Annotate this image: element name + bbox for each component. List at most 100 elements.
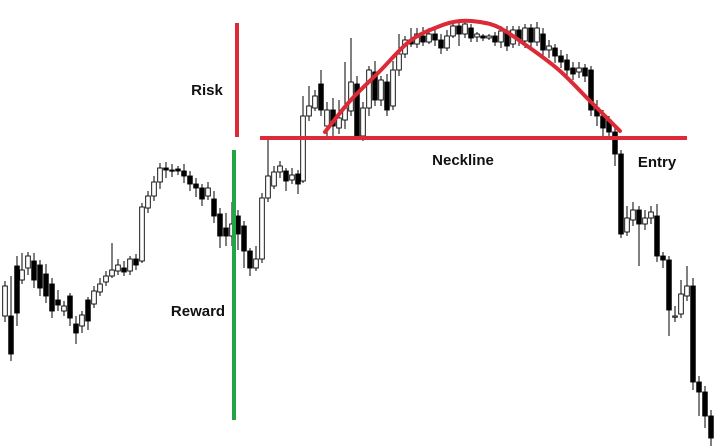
candle-body-up xyxy=(312,95,318,109)
candle xyxy=(660,252,666,268)
candle xyxy=(241,221,247,268)
candle xyxy=(576,62,582,78)
annotation-entry: Entry xyxy=(638,154,677,171)
candle xyxy=(43,264,49,303)
candle-body-up xyxy=(289,174,295,181)
candle xyxy=(444,30,450,51)
candle xyxy=(624,206,630,236)
candle-body-down xyxy=(169,169,175,172)
candle xyxy=(546,40,552,58)
candle xyxy=(151,176,157,201)
candle-body-up xyxy=(486,35,492,39)
candle-body-up xyxy=(115,264,121,272)
candle xyxy=(564,54,570,76)
candle xyxy=(318,70,324,116)
candle xyxy=(169,164,175,177)
candle xyxy=(702,386,708,428)
candle-body-up xyxy=(205,187,211,197)
candle-body-down xyxy=(558,55,564,63)
candle-body-up xyxy=(444,35,450,49)
candle-body-down xyxy=(223,227,229,237)
candle xyxy=(642,210,648,230)
candle-body-down xyxy=(37,264,43,289)
candle xyxy=(552,44,558,63)
candle xyxy=(654,204,660,262)
candle-body-up xyxy=(61,305,67,312)
candle xyxy=(420,27,426,46)
candle xyxy=(289,168,295,184)
candle-body-up xyxy=(139,206,145,262)
candle-body-down xyxy=(384,81,390,111)
candle-body-down xyxy=(295,173,301,185)
candle-body-up xyxy=(390,69,396,107)
candle-body-down xyxy=(564,59,570,71)
candle xyxy=(528,24,534,48)
candle-body-up xyxy=(253,258,259,269)
candle-body-up xyxy=(378,79,384,101)
candle xyxy=(193,178,199,197)
candle xyxy=(696,376,702,416)
candle xyxy=(678,280,684,318)
candle-body-down xyxy=(163,167,169,171)
candle-body-down xyxy=(181,170,187,177)
candle-body-down xyxy=(588,69,594,111)
candle-body-up xyxy=(151,181,157,197)
candle-body-down xyxy=(193,183,199,189)
annotation-reward: Reward xyxy=(171,303,225,320)
candle-body-up xyxy=(127,258,133,272)
candle-body-up xyxy=(259,197,265,260)
candle xyxy=(618,150,624,238)
candle xyxy=(247,248,253,276)
candle-body-up xyxy=(97,283,103,293)
candle-body-down xyxy=(660,255,666,261)
candle xyxy=(97,278,103,296)
candle xyxy=(19,253,25,284)
candle xyxy=(157,163,163,189)
candle xyxy=(384,74,390,116)
candle xyxy=(283,168,289,191)
candle xyxy=(145,191,151,213)
candle-body-down xyxy=(372,71,378,101)
annotation-neckline: Neckline xyxy=(432,152,494,169)
candle-body-down xyxy=(43,273,49,297)
candle-body-down xyxy=(420,35,426,43)
candle xyxy=(265,137,271,202)
candle xyxy=(115,259,121,275)
candle-body-up xyxy=(2,285,8,317)
annotation-risk: Risk xyxy=(191,82,223,99)
candle xyxy=(396,34,402,76)
candle xyxy=(636,206,642,266)
candle xyxy=(121,261,127,276)
candle-body-up xyxy=(277,165,283,173)
candle xyxy=(79,311,85,333)
candle-body-down xyxy=(540,33,546,51)
candle xyxy=(73,316,79,344)
candle-body-up xyxy=(271,171,277,187)
candle-body-down xyxy=(175,168,181,172)
candle-body-down xyxy=(14,265,20,314)
candle xyxy=(67,293,73,326)
candle xyxy=(91,286,97,308)
candle xyxy=(2,281,8,322)
candle xyxy=(109,243,115,278)
candle xyxy=(486,34,492,40)
candle xyxy=(103,271,109,286)
candle-body-down xyxy=(247,250,253,269)
candle xyxy=(708,410,714,446)
candle xyxy=(259,193,265,263)
candle xyxy=(127,256,133,275)
candle-body-up xyxy=(630,209,636,221)
candle xyxy=(253,246,259,271)
candle xyxy=(31,253,37,288)
candle-body-down xyxy=(708,415,714,439)
candle xyxy=(14,256,20,326)
candle xyxy=(217,208,223,248)
candle-body-down xyxy=(654,215,660,257)
candle xyxy=(588,66,594,116)
candle-body-up xyxy=(498,30,504,43)
candle-body-up xyxy=(672,315,678,318)
candle xyxy=(37,260,43,296)
candle-body-up xyxy=(265,175,271,199)
candle xyxy=(612,126,618,166)
